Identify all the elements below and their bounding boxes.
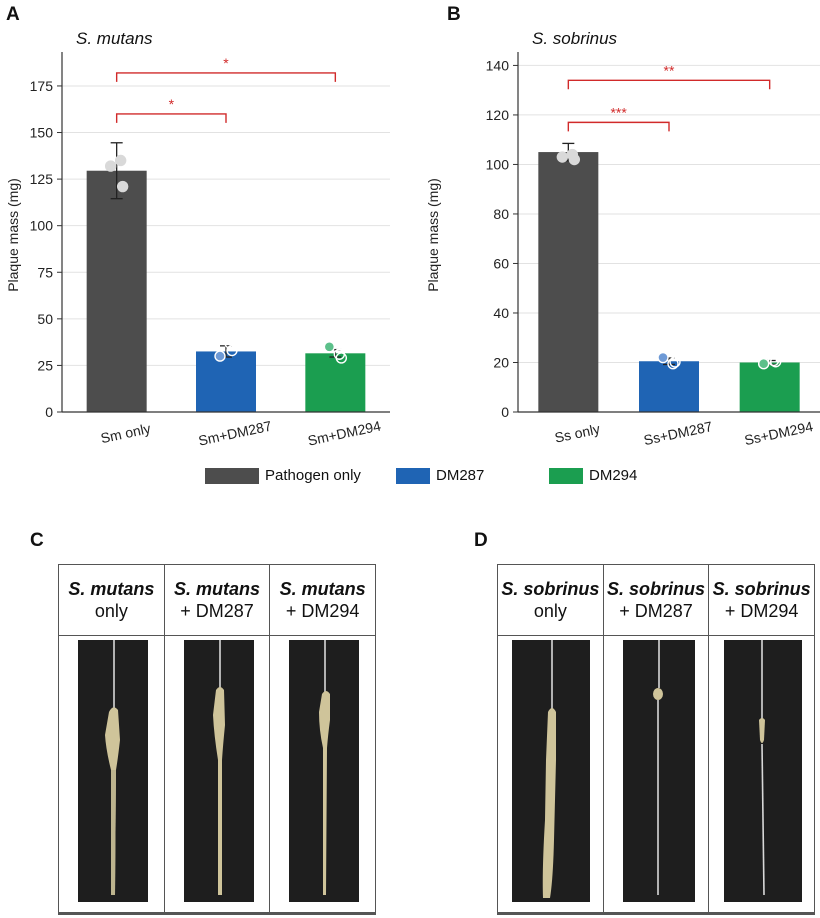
x-tick-label: Sm only <box>99 420 152 446</box>
bar-2 <box>639 361 699 412</box>
data-point <box>769 356 782 368</box>
plaque-photo-sobrinus-dm294 <box>724 640 803 902</box>
y-tick-label: 0 <box>501 404 509 420</box>
y-tick-label: 50 <box>37 311 53 327</box>
chart-title: S. sobrinus <box>532 29 618 48</box>
bar-1 <box>86 170 147 412</box>
y-tick-label: 150 <box>30 125 54 141</box>
panel-label-a: A <box>6 4 20 25</box>
panel-label-d: D <box>474 530 488 551</box>
significance-bracket <box>115 113 227 123</box>
legend-label-dm294: DM294 <box>589 467 638 484</box>
condition-label: + DM287 <box>180 601 254 621</box>
data-point <box>657 351 669 364</box>
plaque-mass-chart-mutans: S. mutans 0 25 50 75 100 125 150 175 Plaque mass … <box>5 29 390 449</box>
significance-label: ** <box>664 62 675 78</box>
y-tick-label: 60 <box>493 255 509 271</box>
species-name: S. sobrinus <box>712 579 811 599</box>
x-tick-label: Sm+DM287 <box>197 418 273 449</box>
species-name: S. sobrinus <box>606 579 705 599</box>
data-point <box>214 350 226 362</box>
y-axis-label: Plaque mass (mg) <box>425 178 441 292</box>
bar-3 <box>305 353 366 412</box>
condition-label: + DM294 <box>724 601 799 621</box>
photo-header-sobrinus-only: S. sobrinus only <box>497 564 604 636</box>
data-point <box>757 358 770 370</box>
legend-swatch-pathogen <box>205 468 259 484</box>
plaque-photo-mutans-only <box>78 640 148 902</box>
photo-header-sobrinus-dm294: S. sobrinus + DM294 <box>708 564 815 636</box>
y-tick-label: 25 <box>37 357 53 373</box>
data-point <box>226 344 238 357</box>
photo-header-sobrinus-dm287: S. sobrinus + DM287 <box>602 564 710 636</box>
bar-1 <box>538 152 599 412</box>
y-tick-label: 80 <box>493 206 509 222</box>
panel-label-c: C <box>30 530 44 551</box>
bar-2 <box>196 351 256 412</box>
bar-3 <box>739 362 800 412</box>
significance-label: * <box>223 55 229 71</box>
legend: Pathogen only DM287 DM294 <box>0 464 820 488</box>
species-name: S. mutans <box>173 579 260 599</box>
photo-header-mutans-dm294: S. mutans + DM294 <box>269 564 376 636</box>
data-point <box>333 348 346 360</box>
significance-bracket <box>567 121 670 132</box>
data-point <box>556 151 569 163</box>
legend-label-pathogen: Pathogen only <box>265 467 361 484</box>
species-name: S. mutans <box>68 579 155 599</box>
significance-bracket <box>115 72 337 82</box>
y-tick-label: 20 <box>493 354 509 370</box>
plaque-photo-sobrinus-only <box>512 640 590 902</box>
plaque-photo-sobrinus-dm287 <box>622 640 695 902</box>
data-point <box>667 358 679 370</box>
condition-label: + DM294 <box>285 601 360 621</box>
y-tick-label: 0 <box>45 404 53 420</box>
data-point <box>669 356 681 368</box>
data-point <box>116 180 129 193</box>
y-tick-label: 75 <box>37 264 53 280</box>
y-tick-label: 125 <box>30 171 54 187</box>
y-axis-label: Plaque mass (mg) <box>5 178 21 292</box>
plaque-photo-mutans-dm294 <box>289 640 360 902</box>
photo-header-mutans-only: S. mutans only <box>58 564 165 636</box>
condition-label: only <box>94 601 128 621</box>
x-tick-label: Ss+DM294 <box>743 418 815 448</box>
y-tick-label: 100 <box>30 218 54 234</box>
data-point <box>323 341 336 353</box>
x-tick-label: Ss only <box>553 421 601 446</box>
data-point <box>767 354 780 367</box>
chart-title: S. mutans <box>76 29 153 48</box>
y-tick-label: 120 <box>486 107 510 123</box>
photo-header-mutans-dm287: S. mutans + DM287 <box>163 564 271 636</box>
legend-swatch-dm294 <box>549 468 583 484</box>
significance-label: *** <box>610 104 627 120</box>
y-tick-label: 140 <box>486 57 510 73</box>
data-point <box>114 154 127 167</box>
data-point <box>224 337 236 349</box>
photo-table-sobrinus: S. sobrinus only S. sobrinus + DM287 S. so… <box>497 564 815 915</box>
x-tick-label: Ss+DM287 <box>642 418 714 448</box>
species-name: S. sobrinus <box>501 579 600 599</box>
photo-table-mutans: S. mutans only S. mutans + DM287 S. mutans… <box>58 564 376 915</box>
y-tick-label: 175 <box>30 78 54 94</box>
y-tick-label: 100 <box>486 156 510 172</box>
x-tick-label: Sm+DM294 <box>306 418 382 449</box>
panel-label-b: B <box>447 4 461 25</box>
condition-label: only <box>533 601 567 621</box>
condition-label: + DM287 <box>619 601 693 621</box>
legend-swatch-dm287 <box>396 468 430 484</box>
significance-label: * <box>169 96 175 112</box>
species-name: S. mutans <box>279 579 366 599</box>
significance-bracket <box>567 79 771 90</box>
legend-label-dm287: DM287 <box>436 467 485 484</box>
data-point <box>566 148 579 161</box>
plaque-photo-mutans-dm287 <box>183 640 254 902</box>
plaque-mass-chart-sobrinus: S. sobrinus 0 20 40 60 80 100 120 140 Plaque mass… <box>425 29 820 448</box>
data-point <box>104 160 117 172</box>
y-tick-label: 40 <box>493 305 509 321</box>
